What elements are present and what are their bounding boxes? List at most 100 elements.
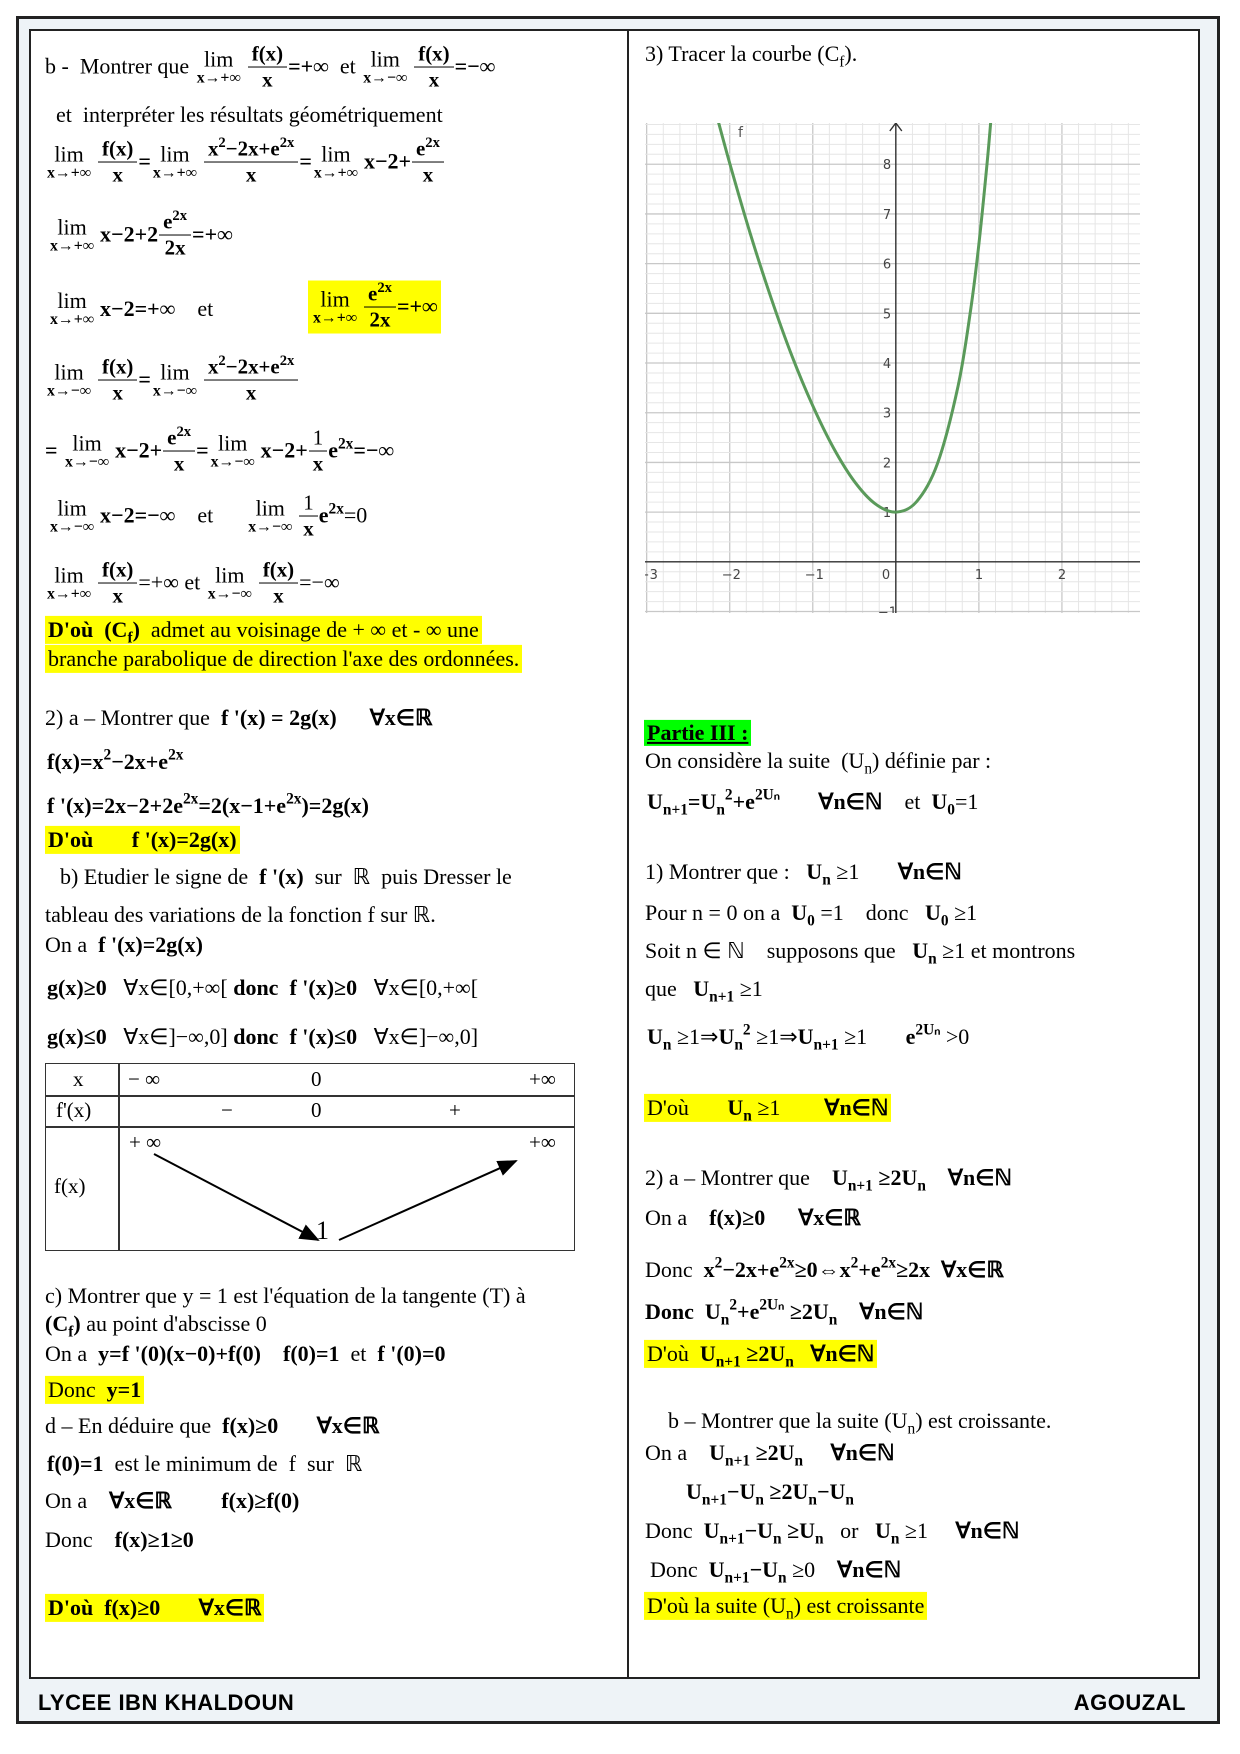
footer-author: AGOUZAL [1073,1690,1186,1715]
denominator: x [98,379,138,405]
math-run: f '(x)=2g(x) [131,826,237,852]
math-run: f(x) [102,136,134,161]
right-line-11: On a f(x)≥0 ∀x∈ℝ [645,1205,861,1230]
math-run: = [45,437,64,463]
math-run: 1 [312,425,324,450]
limit-approach: x→−∞ [363,69,408,87]
text-run: ∀x∈]−∞,0] [357,1023,479,1049]
math-run: −2x+e2x [225,352,295,379]
text-run: ≥1⇒ [750,1023,798,1049]
text-run [794,1342,811,1366]
series-f-curve [717,123,993,514]
text-run [261,1342,283,1366]
denominator: x [98,582,138,608]
text-run: On a [645,1439,710,1465]
increasing-arrow [338,1160,518,1241]
math-run: −Un [816,1478,854,1509]
left-line-16: b) Etudier le signe de f '(x) sur ℝ puis… [60,864,512,889]
text-run: au point d'abscisse 0 [80,1310,267,1336]
math-run: x−2+2 [100,221,159,247]
limit-approach: x→−∞ [65,453,110,471]
text-run: et [178,569,206,595]
table-x-plus-inf: +∞ [529,1067,556,1091]
table-x-minus-inf: − ∞ [128,1067,161,1091]
limit-operator: lim x→−∞ [207,562,252,603]
left-line-26: f(0)=1 est le minimum de f sur ℝ [47,1451,362,1476]
math-run: +e2Uₙ [737,1296,785,1324]
right-line-9: D'où Un ≥1 ∀n∈ℕ [644,1093,892,1123]
left-line-17: tableau des variations de la fonction f … [45,902,436,927]
right-line-8: Un ≥1⇒ Un2 ≥1⇒ Un+1 ≥1 e2Uₙ >0 [647,1022,969,1054]
left-line-15: D'où f '(x)=2g(x) [45,825,240,855]
limit-operator: lim x→−∞ [50,495,95,536]
text-run: On a [45,1340,99,1366]
math-run: = [299,148,312,174]
y-tick-label: 3 [883,407,891,422]
math-run: Un+1 [647,788,688,819]
math-run: f(x) [102,557,134,582]
math-run: +e2Uₙ [732,786,780,814]
math-run: ∀n∈ℕ [947,1164,1012,1190]
fraction: e2x x [412,135,444,187]
left-line-23: On a y=f '(0)(x−0)+f(0) f(0)=1 et f '(0)… [45,1340,446,1366]
column-divider [627,29,629,1679]
math-run: 2x [164,235,186,260]
table-sign-positive: + [449,1098,461,1122]
text-run: Donc [645,1256,704,1282]
text-run: ≥1 [899,1517,928,1543]
limit-operator: lim x→+∞ [152,141,197,182]
left-line-8: lim x→−∞ x−2=−∞ et lim x→−∞ 1 x e2x =0 [48,491,367,541]
math-run: n [786,1605,794,1623]
math-run: Un+1 [831,1164,873,1195]
math-run: f [127,629,133,647]
math-run: Un [874,1517,900,1548]
text-run: ∀x∈[0,+∞[ [106,974,234,1000]
text-run [815,1558,837,1582]
denominator: x [203,161,299,187]
limit-approach: x→−∞ [47,382,92,400]
text-run: branche parabolique de direction l'axe d… [48,645,520,671]
text-run: ) définie par : [872,747,992,773]
math-run: Un+1 [699,1340,741,1371]
math-run: Un [647,1023,672,1054]
math-run: =−∞ [353,437,395,463]
left-line-20: g(x)≤0 ∀x∈]−∞,0] donc f '(x)≤0 ∀x∈]−∞,0] [47,1023,479,1049]
right-line-15: b – Montrer que la suite (U n) est croiss… [668,1408,1051,1436]
text-run: ∀x∈]−∞,0] [106,1023,234,1049]
table-label-fprime: f'(x) [56,1098,92,1122]
text-run: b - Montrer que [45,53,195,79]
left-line-2: lim x→+∞ f(x) x = lim x→+∞ x2−2x+e2x x = lim x→+∞ x−… [45,135,445,187]
y-tick-label: 6 [883,258,891,273]
numerator: f(x) [250,42,285,67]
math-run: x [422,162,434,187]
table-sign-zero: 0 [311,1098,322,1122]
math-run: =+∞ [192,221,233,247]
math-run: −Un [726,1478,764,1509]
math-run: D'où (C [48,616,128,642]
x-tick-label: −1 [805,568,824,583]
numerator: 1 [301,491,315,516]
left-line-13: f(x)=x2 −2x+e2x [47,747,183,774]
fraction: x2−2x+e2x x [203,352,299,405]
text-run: ≥1 [838,1023,868,1049]
footer-school: LYCEE IBN KHALDOUN [38,1690,295,1715]
math-run: f(x)≥0 [222,1412,279,1438]
x-tick-label: −3 [645,568,658,583]
text-run [172,1489,222,1513]
math-run: U0 [925,899,949,930]
right-line-2: On considère la suite (U n) définie par : [645,747,992,776]
x-tick-label: 2 [1058,568,1066,583]
math-run: x−2+ [363,148,412,174]
math-run: −Un [749,1556,787,1587]
text-run [337,706,370,730]
denominator: x [247,66,288,92]
text-run: ≥1 [830,858,860,884]
text-run [867,1025,906,1049]
y-tick-label: 2 [883,456,891,471]
math-run: Donc Un2 [645,1296,738,1329]
text-run: 1) Montrer que : [645,858,807,884]
y-tick-label: 1 [883,506,891,521]
text-run [930,1258,941,1282]
math-run: x−2=−∞ [100,502,176,528]
text-run [93,828,132,852]
